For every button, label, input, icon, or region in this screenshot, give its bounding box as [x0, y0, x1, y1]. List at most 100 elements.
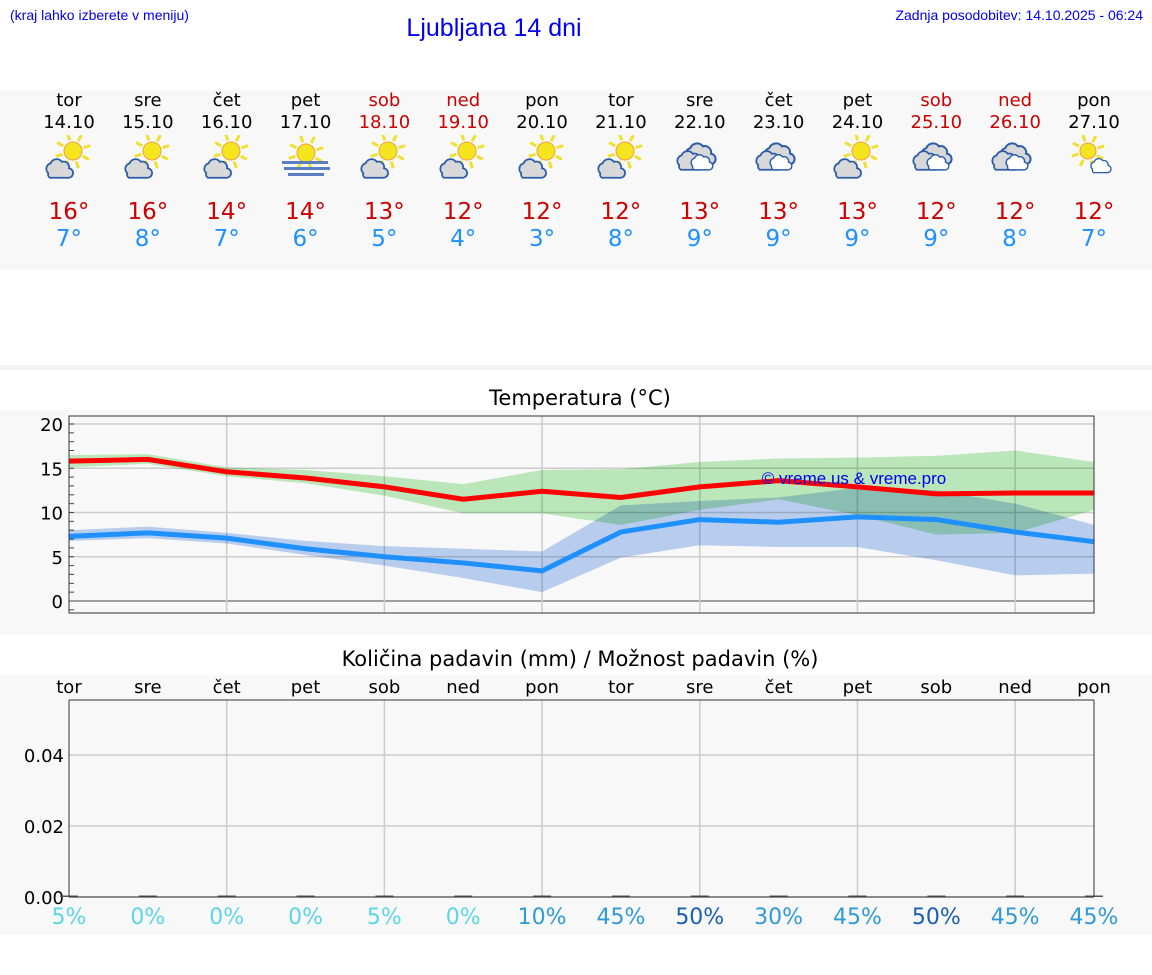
min-temp: 8° — [1002, 226, 1029, 252]
min-temp: 7° — [1080, 226, 1108, 252]
precip-bar — [138, 895, 157, 897]
min-temp: 9° — [765, 226, 792, 252]
x-tick-label: pon — [1077, 677, 1111, 698]
min-temp: 8° — [134, 226, 161, 252]
precip-chance: 50% — [911, 905, 961, 930]
precip-chance: 45% — [596, 905, 646, 930]
x-tick-label: sre — [686, 677, 713, 698]
cloudy-icon — [755, 142, 796, 171]
min-temp: 9° — [686, 226, 713, 252]
precip-chance: 5% — [366, 905, 402, 930]
day-name: čet — [212, 90, 241, 111]
max-temp: 13° — [363, 199, 405, 225]
partly-cloudy-icon — [203, 135, 249, 179]
day-name: sob — [368, 90, 401, 111]
daily-forecast-strip — [0, 90, 1152, 270]
precip-chance: 5% — [51, 905, 87, 930]
day-name: pon — [1077, 90, 1111, 111]
max-temp: 13° — [679, 199, 721, 225]
y-tick-label: 20 — [40, 415, 63, 436]
precip-chance: 45% — [990, 905, 1040, 930]
precip-chance: 30% — [754, 905, 804, 930]
day-date: 18.10 — [358, 112, 411, 133]
x-tick-label: pon — [525, 677, 559, 698]
partly-cloudy-icon — [439, 135, 485, 179]
day-name: sob — [920, 90, 953, 111]
day-date: 25.10 — [910, 112, 963, 133]
day-date: 15.10 — [122, 112, 174, 133]
plot-frame — [68, 415, 1095, 614]
precipitation-chart-title: Količina padavin (mm) / Možnost padavin … — [341, 647, 819, 671]
page-title: Ljubljana 14 dni — [406, 14, 582, 42]
min-temp-line — [68, 514, 1095, 574]
precip-bar — [217, 895, 236, 897]
day-name: ned — [446, 90, 481, 111]
day-date: 17.10 — [279, 112, 332, 133]
x-tick-label: tor — [56, 677, 82, 698]
x-tick-label: sob — [920, 677, 952, 698]
day-date: 22.10 — [674, 112, 726, 133]
precip-chance: 0% — [130, 905, 166, 930]
min-temp: 7° — [55, 226, 83, 252]
max-temp: 14° — [285, 199, 326, 225]
max-temp: 12° — [1073, 199, 1115, 225]
last-updated: Zadnja posodobitev: 14.10.2025 - 06:24 — [895, 7, 1143, 23]
plot-area — [69, 700, 1094, 897]
max-temp: 12° — [994, 199, 1036, 225]
sun-small-cloud-icon — [1071, 135, 1112, 174]
precip-bar — [454, 895, 473, 897]
partly-cloudy-icon — [45, 135, 91, 179]
min-temp: 5° — [371, 226, 398, 252]
precip-chance: 50% — [675, 905, 725, 930]
min-temp: 4° — [450, 226, 477, 252]
min-temp: 9° — [923, 226, 950, 252]
day-name: tor — [56, 90, 82, 111]
day-name: čet — [764, 90, 793, 111]
watermark: © vreme.us & vreme.pro — [762, 469, 946, 488]
y-tick-label: 15 — [40, 459, 63, 480]
fog-sun-icon — [281, 135, 330, 176]
max-temp: 16° — [48, 199, 90, 225]
day-name: tor — [608, 90, 634, 111]
day-name: pet — [842, 90, 873, 111]
max-temp-line — [68, 456, 1094, 502]
day-date: 19.10 — [437, 112, 489, 133]
precip-bar — [927, 895, 946, 897]
precip-bar — [769, 895, 788, 897]
precip-chance: 45% — [833, 905, 882, 930]
x-tick-label: sob — [368, 677, 400, 698]
max-temp: 16° — [127, 199, 169, 225]
max-temp: 12° — [600, 199, 642, 225]
location-menu-hint: (kraj lahko izberete v meniju) — [10, 7, 189, 23]
x-tick-label: čet — [213, 677, 241, 698]
max-temp: 12° — [521, 199, 563, 225]
precip-bar — [848, 895, 867, 897]
x-tick-label: pet — [843, 677, 873, 698]
day-name: ned — [998, 90, 1033, 111]
day-name: pon — [525, 90, 559, 111]
partly-cloudy-icon — [360, 135, 407, 179]
day-date: 27.10 — [1068, 112, 1120, 133]
y-tick-label: 10 — [40, 504, 63, 525]
min-temp: 8° — [607, 226, 634, 252]
min-temp: 6° — [292, 226, 319, 252]
cloudy-icon — [676, 142, 717, 171]
divider — [0, 365, 1152, 370]
day-date: 26.10 — [989, 112, 1041, 133]
day-date: 20.10 — [516, 112, 568, 133]
x-tick-label: ned — [446, 677, 480, 698]
x-tick-label: ned — [998, 677, 1032, 698]
cloudy-icon — [991, 142, 1032, 171]
precip-bar — [690, 895, 709, 897]
precip-bar — [375, 895, 394, 897]
precip-bar — [611, 895, 630, 897]
min-temp-range-band — [69, 487, 1094, 593]
precip-chance: 0% — [209, 905, 245, 930]
max-temp: 12° — [915, 199, 957, 225]
precip-bar — [296, 895, 315, 897]
day-name: pet — [290, 90, 321, 111]
y-tick-label: 5 — [52, 548, 63, 569]
min-temp: 7° — [213, 226, 240, 252]
max-temp: 13° — [837, 199, 878, 225]
day-date: 23.10 — [752, 112, 805, 133]
